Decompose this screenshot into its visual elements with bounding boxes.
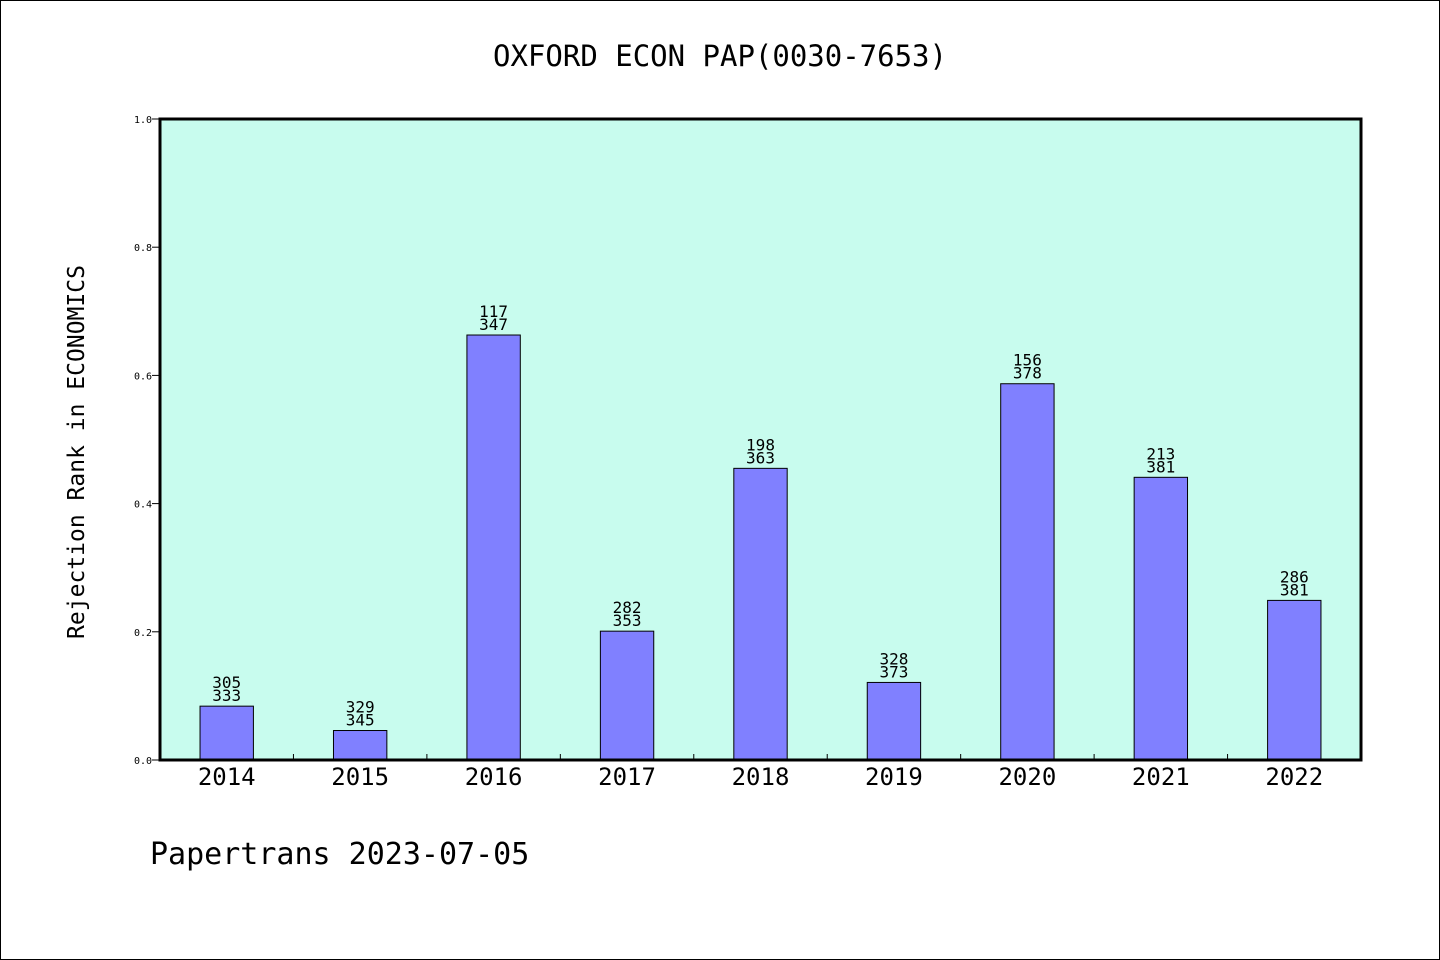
bar-2019	[866, 681, 922, 761]
x-axis-ticks: 2014 2015 2016 2017 2018 2019 2020 2021 2022	[198, 754, 1323, 791]
bar-rank-label: 329	[346, 698, 375, 717]
footer-credit: Papertrans 2023-07-05	[150, 837, 529, 872]
bar-2016	[466, 334, 521, 761]
bar-2020	[1000, 383, 1055, 761]
chart-title: OXFORD ECON PAP(0030-7653)	[493, 39, 947, 73]
bar-rank-label: 117	[479, 302, 508, 321]
y-tick-label: 0.2	[134, 628, 152, 639]
x-tick-label: 2016	[465, 763, 523, 791]
y-tick-label: 0.0	[134, 756, 152, 767]
bar-rank-label: 156	[1013, 351, 1042, 370]
bar-2014	[199, 705, 254, 761]
bar-2022	[1267, 599, 1322, 761]
x-tick-label: 2018	[732, 763, 790, 791]
x-tick-label: 2020	[998, 763, 1056, 791]
bar-rank-label: 328	[879, 649, 908, 668]
y-axis-ticks: 0.0 0.2 0.4 0.6 0.8 1.0	[134, 115, 160, 767]
bar-total-label: 347	[479, 315, 508, 334]
x-tick-label: 2014	[198, 763, 256, 791]
bar-total-label: 353	[613, 611, 642, 630]
x-tick-label: 2015	[331, 763, 389, 791]
y-tick-label: 1.0	[134, 115, 152, 126]
data-labels: 3053333293451173472823531983633283731563…	[212, 302, 1308, 729]
bar-total-label: 381	[1280, 580, 1309, 599]
bar-rank-label: 282	[613, 598, 642, 617]
bar-rank-label: 305	[212, 673, 241, 692]
bar-2018	[733, 467, 788, 761]
bars	[199, 334, 1322, 761]
bar-total-label: 378	[1013, 364, 1042, 383]
bar-2015	[332, 730, 388, 761]
x-tick-label: 2022	[1265, 763, 1323, 791]
bar-rank-label: 198	[746, 435, 775, 454]
y-tick-label: 0.6	[134, 371, 152, 382]
bar-total-label: 363	[746, 448, 775, 467]
x-tick-label: 2017	[598, 763, 656, 791]
bar-rank-label: 286	[1280, 567, 1309, 586]
bar-2021	[1133, 476, 1189, 761]
bar-2017	[599, 630, 655, 761]
bar-rank-label: 213	[1146, 444, 1175, 463]
x-tick-label: 2019	[865, 763, 923, 791]
x-tick-label: 2021	[1132, 763, 1190, 791]
plot-border	[158, 117, 1363, 762]
bar-total-label: 333	[212, 686, 241, 705]
bar-total-label: 381	[1146, 457, 1175, 476]
y-axis-label: Rejection Rank in ECONOMICS	[64, 265, 90, 639]
bar-total-label: 373	[879, 662, 908, 681]
y-tick-label: 0.4	[134, 500, 152, 511]
y-tick-label: 0.8	[134, 243, 152, 254]
bar-total-label: 345	[346, 711, 375, 730]
